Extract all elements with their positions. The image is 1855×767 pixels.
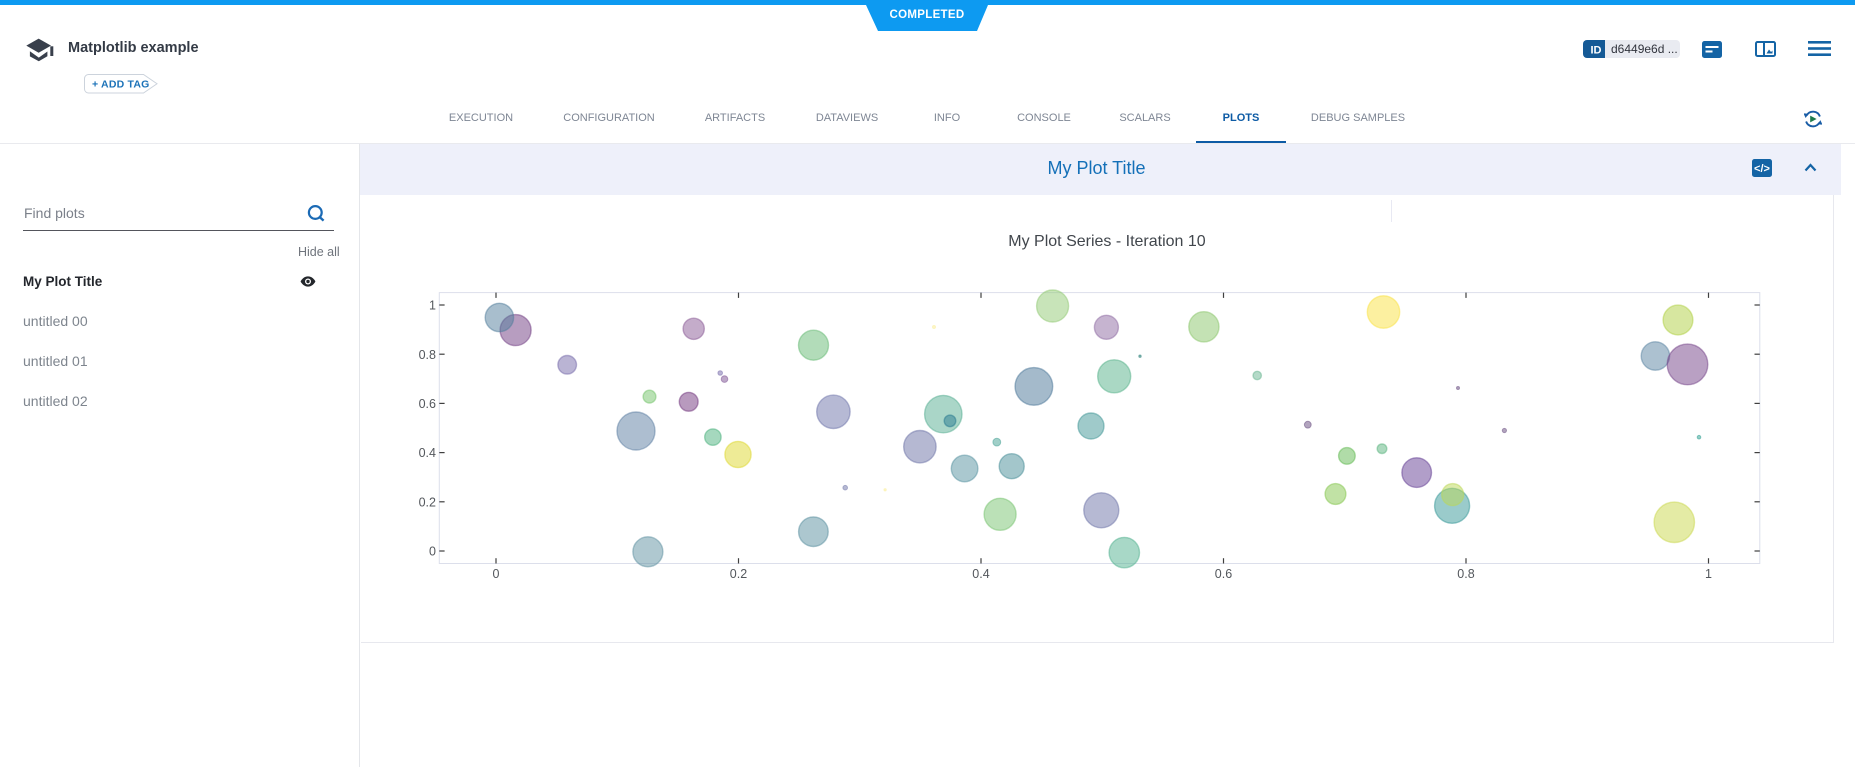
svg-text:1: 1 bbox=[1705, 567, 1712, 581]
svg-text:0.2: 0.2 bbox=[419, 495, 436, 509]
svg-text:0.2: 0.2 bbox=[730, 567, 747, 581]
svg-text:My Plot Series - Iteration 10: My Plot Series - Iteration 10 bbox=[1008, 233, 1206, 250]
svg-text:0.8: 0.8 bbox=[1457, 567, 1474, 581]
svg-text:0.6: 0.6 bbox=[1215, 567, 1232, 581]
svg-text:0.4: 0.4 bbox=[419, 446, 436, 460]
svg-text:d6449e6d ...: d6449e6d ... bbox=[1611, 42, 1678, 56]
svg-text:0.4: 0.4 bbox=[972, 567, 989, 581]
svg-text:ID: ID bbox=[1591, 45, 1602, 57]
svg-text:</>: </> bbox=[1754, 163, 1770, 175]
svg-text:0.8: 0.8 bbox=[419, 348, 436, 362]
svg-text:1: 1 bbox=[429, 299, 436, 313]
svg-text:0: 0 bbox=[429, 545, 436, 559]
svg-text:+ ADD TAG: + ADD TAG bbox=[92, 79, 150, 91]
svg-text:0.6: 0.6 bbox=[419, 397, 436, 411]
svg-text:0: 0 bbox=[493, 567, 500, 581]
